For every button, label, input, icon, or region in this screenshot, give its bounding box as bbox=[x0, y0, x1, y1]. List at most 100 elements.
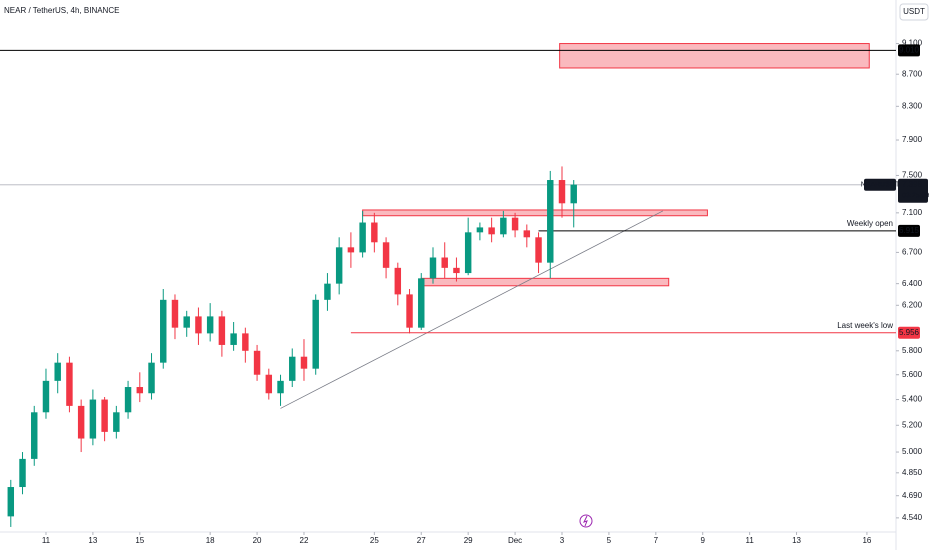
y-tick-label: 6.700 bbox=[902, 248, 923, 257]
replay-icon[interactable] bbox=[579, 514, 593, 528]
candle-body bbox=[42, 380, 50, 413]
candle-body bbox=[113, 412, 120, 432]
y-tick-label: 5.600 bbox=[902, 370, 923, 379]
candle-body bbox=[535, 237, 542, 263]
level-text: Weekly open bbox=[847, 219, 893, 228]
x-tick-label: 16 bbox=[862, 536, 871, 545]
symbol-badge bbox=[864, 178, 896, 191]
x-tick-label: 15 bbox=[135, 536, 144, 545]
candle-body bbox=[464, 232, 472, 274]
y-tick-label: 7.900 bbox=[902, 135, 923, 144]
level-badge bbox=[898, 326, 920, 339]
candle-body bbox=[277, 380, 284, 394]
zone bbox=[559, 43, 870, 69]
candle-body bbox=[558, 180, 566, 204]
x-tick-label: 25 bbox=[370, 536, 379, 545]
candle-body bbox=[453, 267, 460, 274]
y-tick-label: 8.700 bbox=[902, 69, 923, 78]
candle-body bbox=[242, 333, 249, 351]
candle-body bbox=[523, 230, 531, 238]
candle-body bbox=[19, 458, 26, 488]
x-tick-label: 13 bbox=[88, 536, 97, 545]
candle-body bbox=[77, 405, 85, 439]
y-tick-label: 6.200 bbox=[902, 300, 923, 309]
level-badge-label: 9.010 bbox=[899, 45, 920, 54]
candle-body bbox=[101, 399, 108, 432]
candle-body bbox=[429, 257, 437, 279]
candle-body bbox=[171, 299, 179, 328]
candle-body bbox=[7, 487, 15, 517]
currency: USDT bbox=[903, 7, 925, 16]
candle-body bbox=[206, 316, 214, 334]
candle-body bbox=[441, 257, 448, 268]
candle-body bbox=[324, 283, 331, 300]
y-tick-label: 7.500 bbox=[902, 171, 923, 180]
trendline bbox=[280, 210, 664, 409]
zone bbox=[420, 277, 670, 287]
candle-body bbox=[265, 374, 273, 394]
y-tick-label: 5.200 bbox=[902, 420, 923, 429]
candle-body bbox=[218, 316, 226, 345]
candle-body bbox=[31, 412, 38, 459]
y-tick-label: 7.100 bbox=[902, 208, 923, 217]
candle-body bbox=[66, 362, 73, 406]
candle-body bbox=[253, 350, 261, 375]
y-tick-label: 4.850 bbox=[902, 468, 923, 477]
candle-body bbox=[160, 299, 167, 363]
candle-body bbox=[183, 316, 190, 328]
price-badge bbox=[898, 178, 928, 203]
candle-body bbox=[371, 222, 378, 243]
price-badge-label: 7.398 bbox=[902, 180, 923, 189]
candle-body bbox=[547, 180, 554, 263]
x-tick-label: 27 bbox=[417, 536, 426, 545]
y-tick-label: 5.800 bbox=[902, 346, 923, 355]
level-badge bbox=[898, 44, 920, 57]
x-tick-label: 11 bbox=[42, 536, 51, 545]
level-badge-label: 6.915 bbox=[899, 226, 920, 235]
candle-body bbox=[382, 242, 390, 268]
candle-body bbox=[195, 316, 202, 334]
x-tick-label: 5 bbox=[607, 536, 612, 545]
y-tick-label: 5.400 bbox=[902, 395, 923, 404]
candle-body bbox=[476, 227, 484, 233]
candle-body bbox=[136, 387, 144, 394]
level-badge-label: 5.956 bbox=[899, 328, 920, 337]
candle-body bbox=[230, 333, 237, 345]
y-tick-label: 4.690 bbox=[902, 491, 923, 500]
candle-body bbox=[335, 247, 343, 284]
x-tick-label: 7 bbox=[654, 536, 659, 545]
candle-body bbox=[570, 184, 577, 204]
countdown-label: 03:25:09 bbox=[902, 193, 929, 200]
currency-box[interactable] bbox=[899, 3, 929, 21]
candle-body bbox=[418, 278, 425, 328]
candle-body bbox=[124, 387, 132, 413]
candle-body bbox=[488, 227, 495, 235]
candle-body bbox=[289, 356, 296, 381]
candle-body bbox=[300, 356, 308, 369]
y-tick-label: 8.300 bbox=[902, 101, 923, 110]
y-tick-label: 5.000 bbox=[902, 447, 923, 456]
x-tick-label: Dec bbox=[508, 536, 522, 545]
candle-body bbox=[89, 399, 97, 439]
x-tick-label: 29 bbox=[464, 536, 473, 545]
chart-title: NEAR / TetherUS, 4h, BINANCE bbox=[4, 6, 119, 15]
level-badge bbox=[898, 224, 920, 237]
x-tick-label: 3 bbox=[560, 536, 565, 545]
x-tick-label: 20 bbox=[253, 536, 262, 545]
symbol-label: NEARUSDT bbox=[861, 182, 900, 189]
candle-body bbox=[359, 222, 366, 253]
x-tick-label: 13 bbox=[792, 536, 801, 545]
candle-body bbox=[394, 267, 402, 295]
x-tick-label: 9 bbox=[701, 536, 706, 545]
candle-body bbox=[148, 362, 155, 394]
y-tick-label: 6.400 bbox=[902, 279, 923, 288]
candle-body bbox=[511, 217, 519, 231]
candle-body bbox=[312, 299, 319, 369]
candle-body bbox=[54, 362, 61, 381]
level-text: Last week's low bbox=[837, 321, 893, 330]
x-tick-label: 11 bbox=[745, 536, 754, 545]
y-tick-label: 9.100 bbox=[902, 39, 923, 48]
